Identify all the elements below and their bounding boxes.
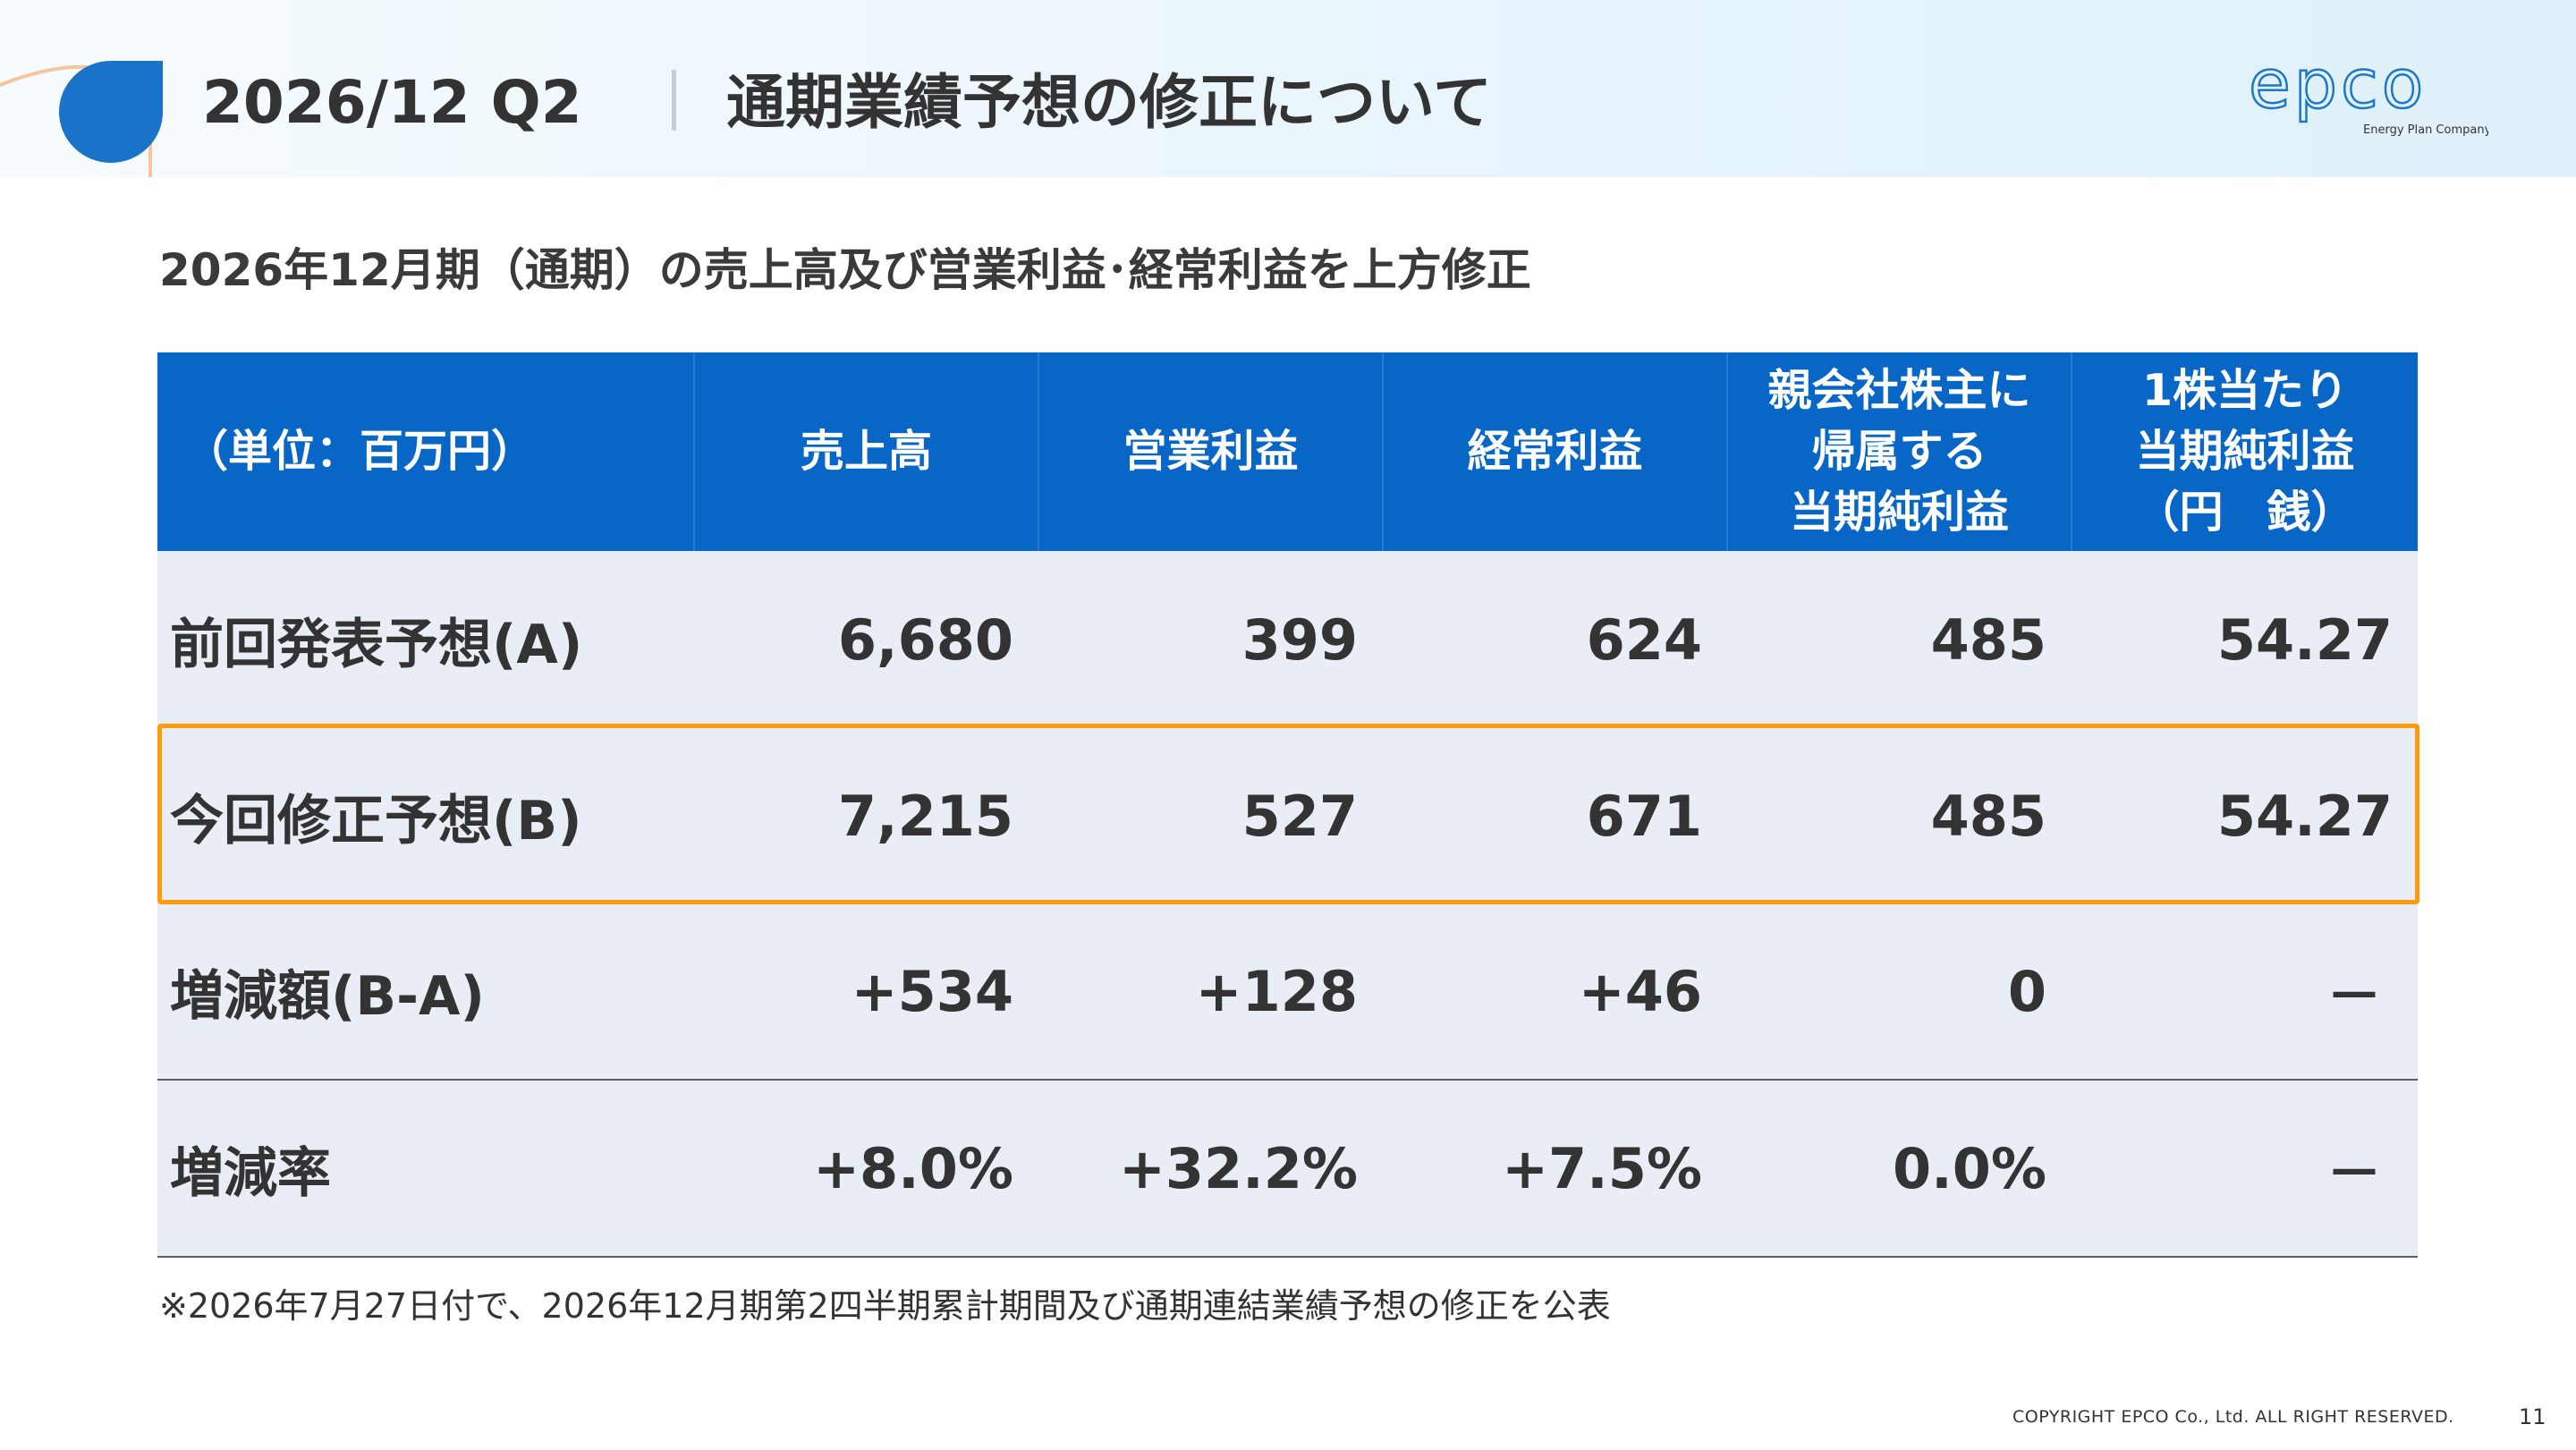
page-number: 11 (2519, 1404, 2546, 1429)
header-sales: 売上高 (693, 352, 1038, 551)
table-row-revised-forecast: 今回修正予想(B) 7,215 527 671 485 54.27 (157, 728, 2418, 903)
logo-wordmark: epco (2249, 55, 2427, 123)
row-label: 増減額(B-A) (157, 903, 694, 1081)
cell-net-income: 485 (1727, 551, 2072, 728)
cell-net-income: 485 (1727, 728, 2072, 903)
header-bar: 2026/12 Q2 通期業績予想の修正について epco Energy Pla… (0, 0, 2576, 177)
header-net-income: 親会社株主に 帰属する 当期純利益 (1726, 352, 2072, 551)
cell-sales: +534 (694, 903, 1038, 1081)
slide-subtitle: 2026年12月期（通期）の売上高及び営業利益･経常利益を上方修正 (159, 244, 1531, 296)
cell-sales: 6,680 (694, 551, 1038, 728)
cell-operating-profit: +32.2% (1038, 1080, 1383, 1258)
droplet-icon (59, 61, 163, 163)
header-operating-profit: 営業利益 (1038, 352, 1383, 551)
cell-ordinary-profit: +7.5% (1383, 1080, 1727, 1258)
cell-eps: － (2072, 903, 2418, 1081)
cell-sales: 7,215 (694, 728, 1038, 903)
cell-eps: 54.27 (2072, 551, 2418, 728)
table-row-change-amount: 増減額(B-A) +534 +128 +46 0 － (157, 903, 2418, 1081)
header-ordinary-profit: 経常利益 (1382, 352, 1727, 551)
cell-operating-profit: 399 (1038, 551, 1383, 728)
epco-logo: epco Energy Plan Company (2248, 55, 2488, 137)
slide-title: 通期業績予想の修正について (726, 68, 1493, 137)
cell-net-income: 0.0% (1727, 1080, 2072, 1258)
cell-ordinary-profit: +46 (1383, 903, 1727, 1081)
cell-eps: 54.27 (2072, 728, 2418, 903)
logo-tagline: Energy Plan Company (2363, 123, 2488, 137)
slide-code: 2026/12 Q2 (202, 68, 582, 137)
row-label: 前回発表予想(A) (157, 551, 694, 728)
row-label: 今回修正予想(B) (157, 728, 694, 903)
cell-operating-profit: 527 (1038, 728, 1383, 903)
footnote: ※2026年7月27日付で、2026年12月期第2四半期累計期間及び通期連結業績… (159, 1286, 1611, 1326)
cell-net-income: 0 (1727, 903, 2072, 1081)
cell-operating-profit: +128 (1038, 903, 1383, 1081)
header-eps: 1株当たり 当期純利益 （円 銭） (2071, 352, 2418, 551)
copyright-text: COPYRIGHT EPCO Co., Ltd. ALL RIGHT RESER… (2012, 1407, 2454, 1427)
cell-eps: － (2072, 1080, 2418, 1258)
cell-ordinary-profit: 624 (1383, 551, 1727, 728)
cell-ordinary-profit: 671 (1383, 728, 1727, 903)
table-header-row: （単位：百万円） 売上高 営業利益 経常利益 親会社株主に 帰属する 当期純利益 1… (157, 352, 2418, 551)
forecast-table: （単位：百万円） 売上高 営業利益 経常利益 親会社株主に 帰属する 当期純利益 1… (157, 352, 2418, 1258)
table-row-previous-forecast: 前回発表予想(A) 6,680 399 624 485 54.27 (157, 551, 2418, 728)
table-row-change-rate: 増減率 +8.0% +32.2% +7.5% 0.0% － (157, 1080, 2418, 1258)
cell-sales: +8.0% (694, 1080, 1038, 1258)
header-unit: （単位：百万円） (157, 352, 694, 551)
title-divider (672, 70, 676, 131)
row-label: 増減率 (157, 1080, 694, 1258)
